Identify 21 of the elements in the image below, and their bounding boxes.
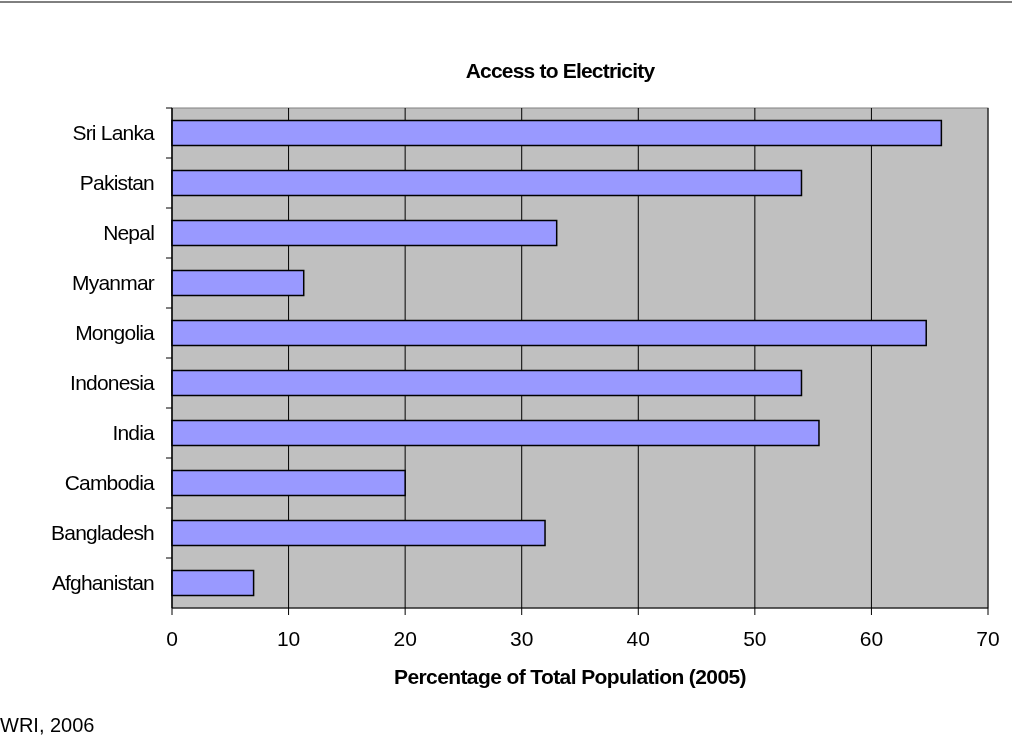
text: WRI, 2006 bbox=[0, 714, 95, 736]
y-tick-label: Afghanistan bbox=[51, 571, 155, 594]
x-tick-label: 50 bbox=[743, 627, 767, 650]
x-tick-label: 0 bbox=[166, 627, 178, 650]
y-tick-label: India bbox=[112, 421, 156, 444]
y-tick-label: Nepal bbox=[103, 221, 155, 244]
x-tick-label: 30 bbox=[510, 627, 534, 650]
x-axis-title: Percentage of Total Population (2005) bbox=[394, 665, 746, 688]
y-tick-label: Pakistan bbox=[79, 171, 155, 194]
y-tick-label: Sri Lanka bbox=[72, 121, 156, 144]
chart-title: Access to Electricity bbox=[465, 59, 656, 82]
x-tick-label: 60 bbox=[859, 627, 884, 650]
y-tick-label: Cambodia bbox=[64, 471, 156, 494]
y-tick-label: Mongolia bbox=[75, 321, 156, 344]
x-tick-label: 40 bbox=[626, 627, 650, 650]
x-tick-label: 10 bbox=[276, 627, 301, 650]
y-tick-label: Myanmar bbox=[72, 271, 155, 294]
x-tick-label: 20 bbox=[393, 627, 417, 650]
y-tick-label: Indonesia bbox=[70, 371, 156, 394]
y-tick-label: Bangladesh bbox=[51, 521, 155, 544]
x-tick-label: 70 bbox=[976, 627, 1000, 650]
